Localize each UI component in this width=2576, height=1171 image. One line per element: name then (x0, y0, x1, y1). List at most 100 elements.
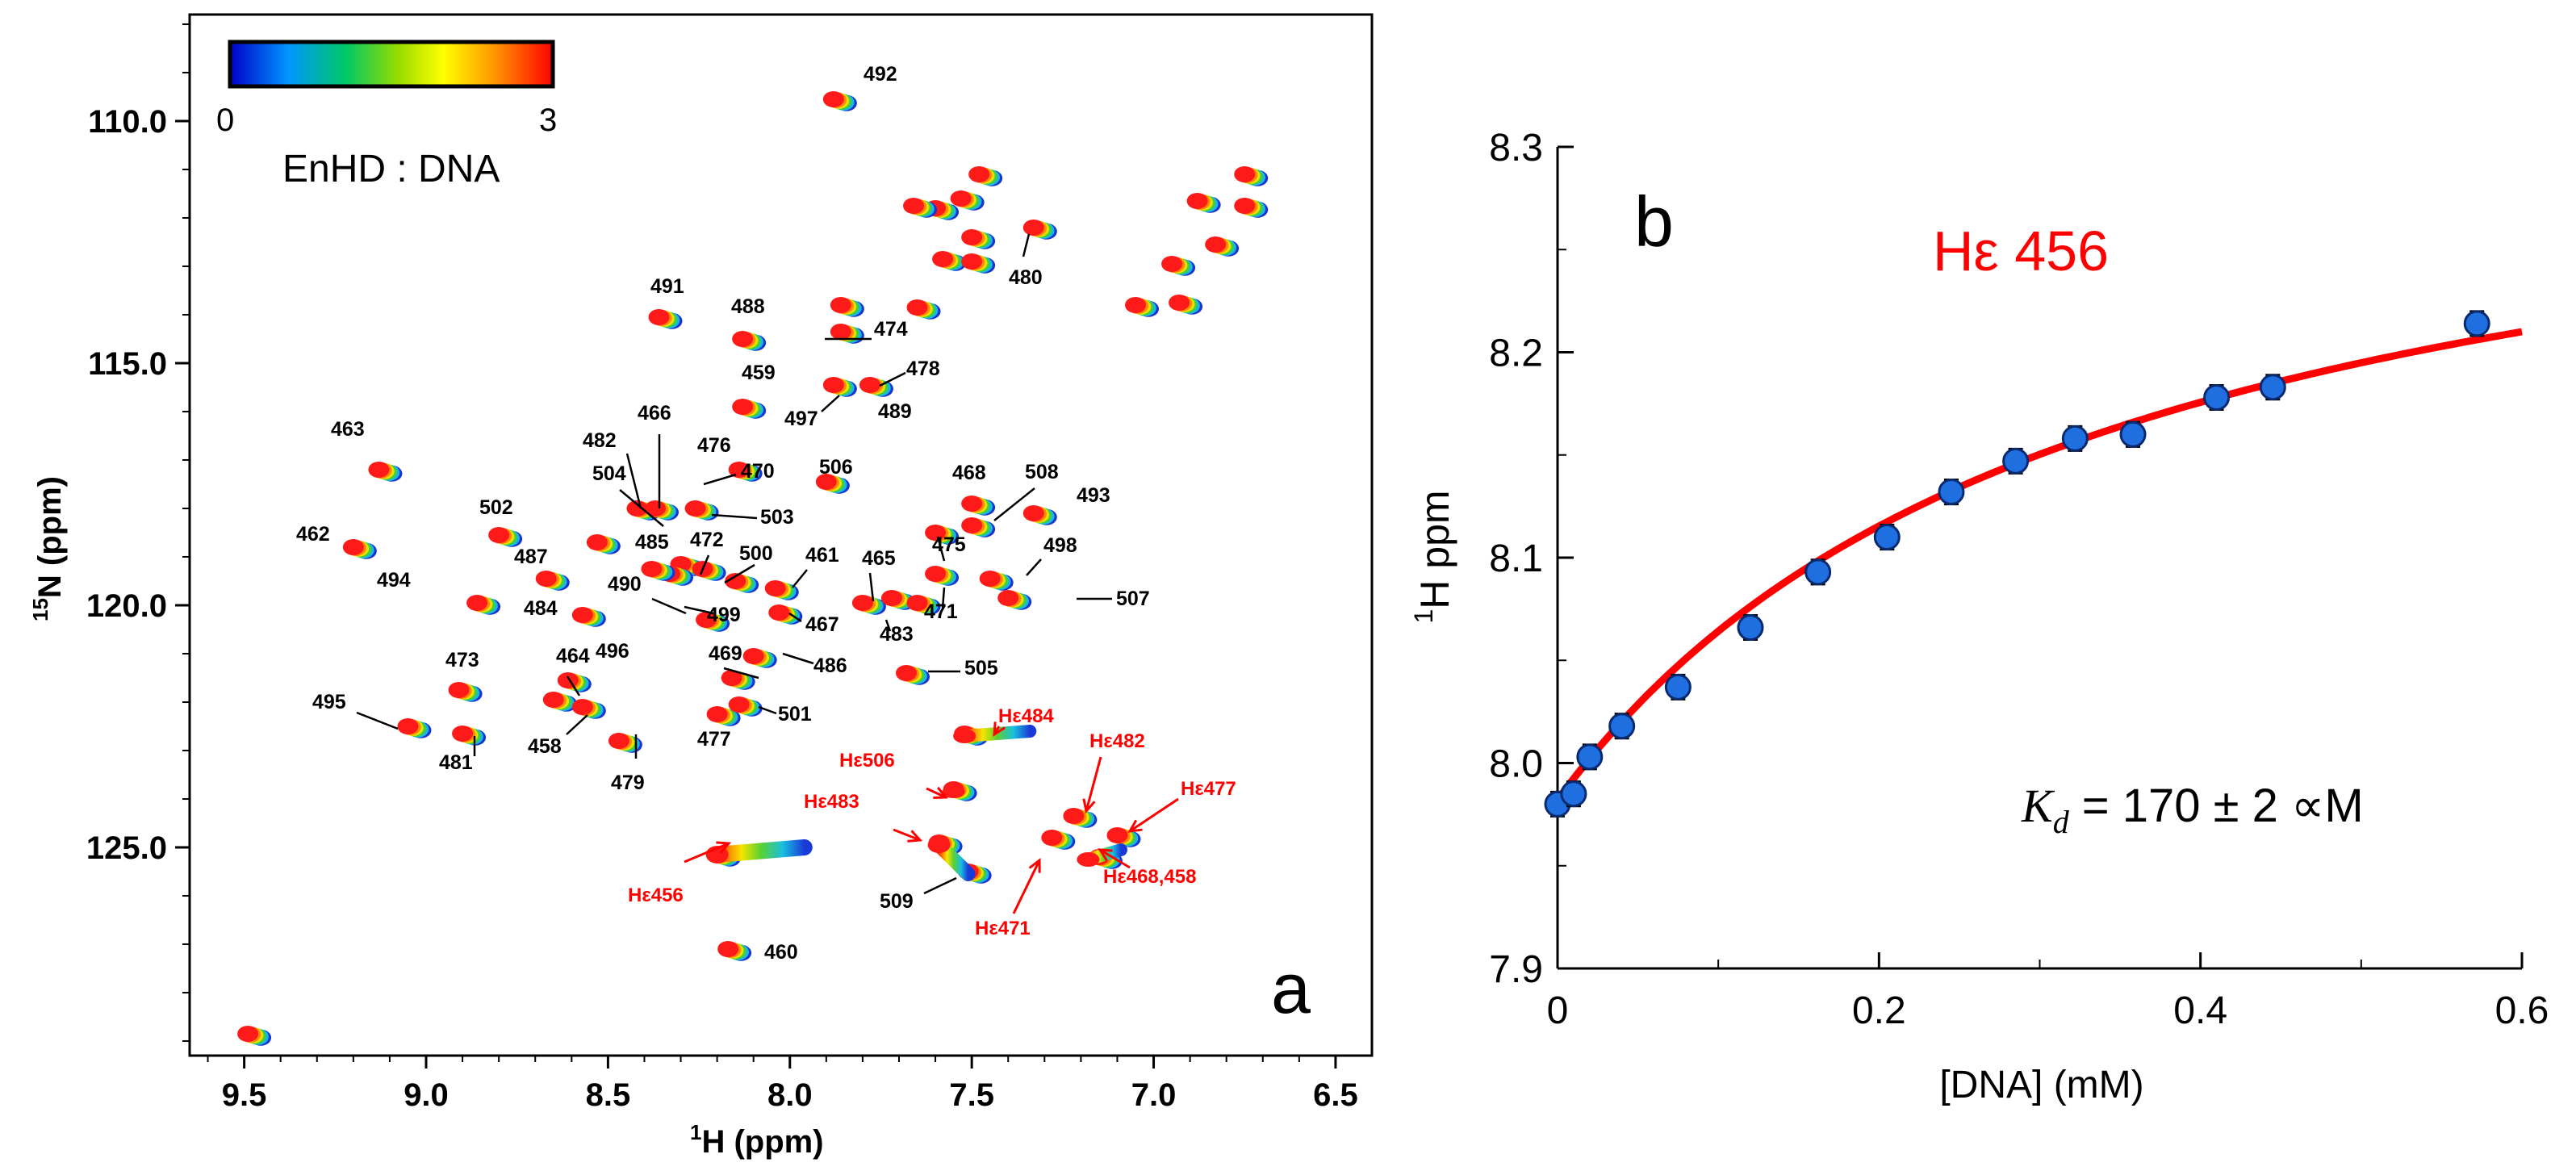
peak-contour (1234, 198, 1256, 214)
peak-label: 504 (592, 462, 626, 485)
peak (961, 496, 996, 516)
peak (571, 699, 606, 719)
side-chain-peak-label: Hε484 (998, 705, 1054, 727)
side-chain-arrow (893, 828, 921, 842)
panel-a-y-axis-label-text: N (ppm) (32, 476, 68, 598)
peak-label: 492 (864, 63, 897, 86)
peak (950, 190, 985, 211)
panel-b-x-tick-label: 0 (1547, 989, 1569, 1032)
peak-leader-line (723, 667, 759, 680)
data-point-marker (2061, 424, 2089, 452)
data-point-marker (1938, 479, 1965, 506)
peak-label: 482 (583, 429, 617, 452)
data-point (1804, 558, 1832, 586)
peak (728, 462, 763, 482)
panel-b-data-points (1544, 310, 2490, 818)
peak-contour (997, 590, 1019, 606)
peak-contour (925, 525, 947, 541)
peak-contour (859, 377, 880, 393)
peak (830, 297, 864, 317)
peak (696, 612, 730, 632)
panel-a-y-tick-label: 110.0 (88, 104, 167, 140)
side-chain-peak-label: Hε468,458 (1103, 866, 1196, 888)
panel-b-y-tick-label: 7.9 (1489, 948, 1543, 991)
peak-contour (1186, 193, 1208, 209)
peak-contour (542, 692, 564, 708)
peak (859, 377, 893, 397)
peak-label: 491 (650, 275, 684, 298)
peak-contour (641, 561, 663, 577)
panel-b-y-axis-label-text: H ppm (1412, 490, 1457, 609)
panel-b-y-axis-label: 1H ppm (1409, 490, 1457, 623)
panel-a-y-axis-label: 15N (ppm) (28, 476, 68, 621)
peak-label: 468 (952, 462, 986, 484)
peak-contour (961, 253, 983, 270)
peak-label: 467 (805, 613, 839, 636)
peak-label: 461 (805, 544, 839, 567)
peak-contour (571, 699, 593, 715)
data-point (1873, 524, 1901, 551)
peak-label: 489 (878, 400, 912, 423)
peak (641, 561, 675, 581)
data-point (1576, 743, 1604, 771)
peak-contour (586, 534, 608, 550)
peak-leader-line (879, 371, 906, 387)
peak-label: 473 (445, 649, 479, 671)
data-point-marker (1576, 743, 1604, 771)
peak-contour (535, 571, 557, 587)
peak-label: 475 (932, 533, 966, 556)
peak (1169, 295, 1203, 315)
peak (586, 534, 621, 554)
peak-label: 464 (556, 645, 590, 667)
peak-contour (717, 941, 739, 957)
peak-contour (815, 474, 837, 490)
peak-label: 462 (296, 523, 330, 546)
data-point (2061, 424, 2089, 452)
panel-a-x-axis-label: 1H (ppm) (690, 1120, 824, 1160)
panel-a-leader-lines (356, 233, 1179, 914)
peak-contour (906, 595, 928, 611)
panel-a-x-axis-label-text: H (ppm) (701, 1124, 823, 1160)
panel-b-letter: b (1634, 182, 1674, 261)
data-point (2463, 310, 2490, 337)
peak-label: 502 (479, 496, 513, 519)
data-point-marker (2259, 374, 2286, 401)
peak (452, 726, 487, 746)
panel-b-x-axis-label: [DNA] (mM) (1939, 1064, 2143, 1106)
peak (961, 253, 996, 274)
data-point (1560, 780, 1587, 808)
peak-label: 495 (312, 691, 346, 713)
peak-label: 476 (697, 434, 731, 457)
peak-contour (721, 670, 742, 686)
peak-contour (896, 665, 918, 681)
side-chain-arrowhead (1127, 819, 1143, 833)
colorbar (228, 40, 555, 89)
panel-b-y-tick-label: 8.3 (1489, 127, 1543, 169)
peak-label: 493 (1077, 484, 1110, 507)
peak (466, 595, 501, 615)
peak-leader-line (792, 569, 808, 588)
peak-leader-line (625, 453, 642, 509)
data-point-marker (1664, 673, 1692, 701)
kd-symbol: K (2021, 780, 2055, 832)
data-point (1664, 673, 1692, 701)
peak-label: 474 (874, 318, 908, 341)
peak (648, 309, 683, 329)
peak (925, 525, 960, 545)
peak (571, 607, 606, 627)
peak-label: 483 (880, 623, 914, 646)
side-chain-peak-label: Hε456 (628, 885, 684, 906)
peak (1234, 166, 1269, 186)
peak-leader-line (651, 597, 687, 615)
kd-value: = 170 ± 2 ∝M (2069, 780, 2364, 832)
peak-label: 508 (1025, 461, 1059, 483)
side-chain-peak-label: Hε482 (1089, 730, 1145, 752)
peak (851, 595, 886, 615)
data-point-marker (1804, 558, 1832, 586)
peak (542, 692, 577, 712)
peak-contour (466, 595, 488, 611)
peak-contour (906, 299, 928, 316)
peak-contour (903, 198, 925, 214)
peak-label: 478 (906, 358, 940, 380)
peak-contour (237, 1026, 259, 1042)
